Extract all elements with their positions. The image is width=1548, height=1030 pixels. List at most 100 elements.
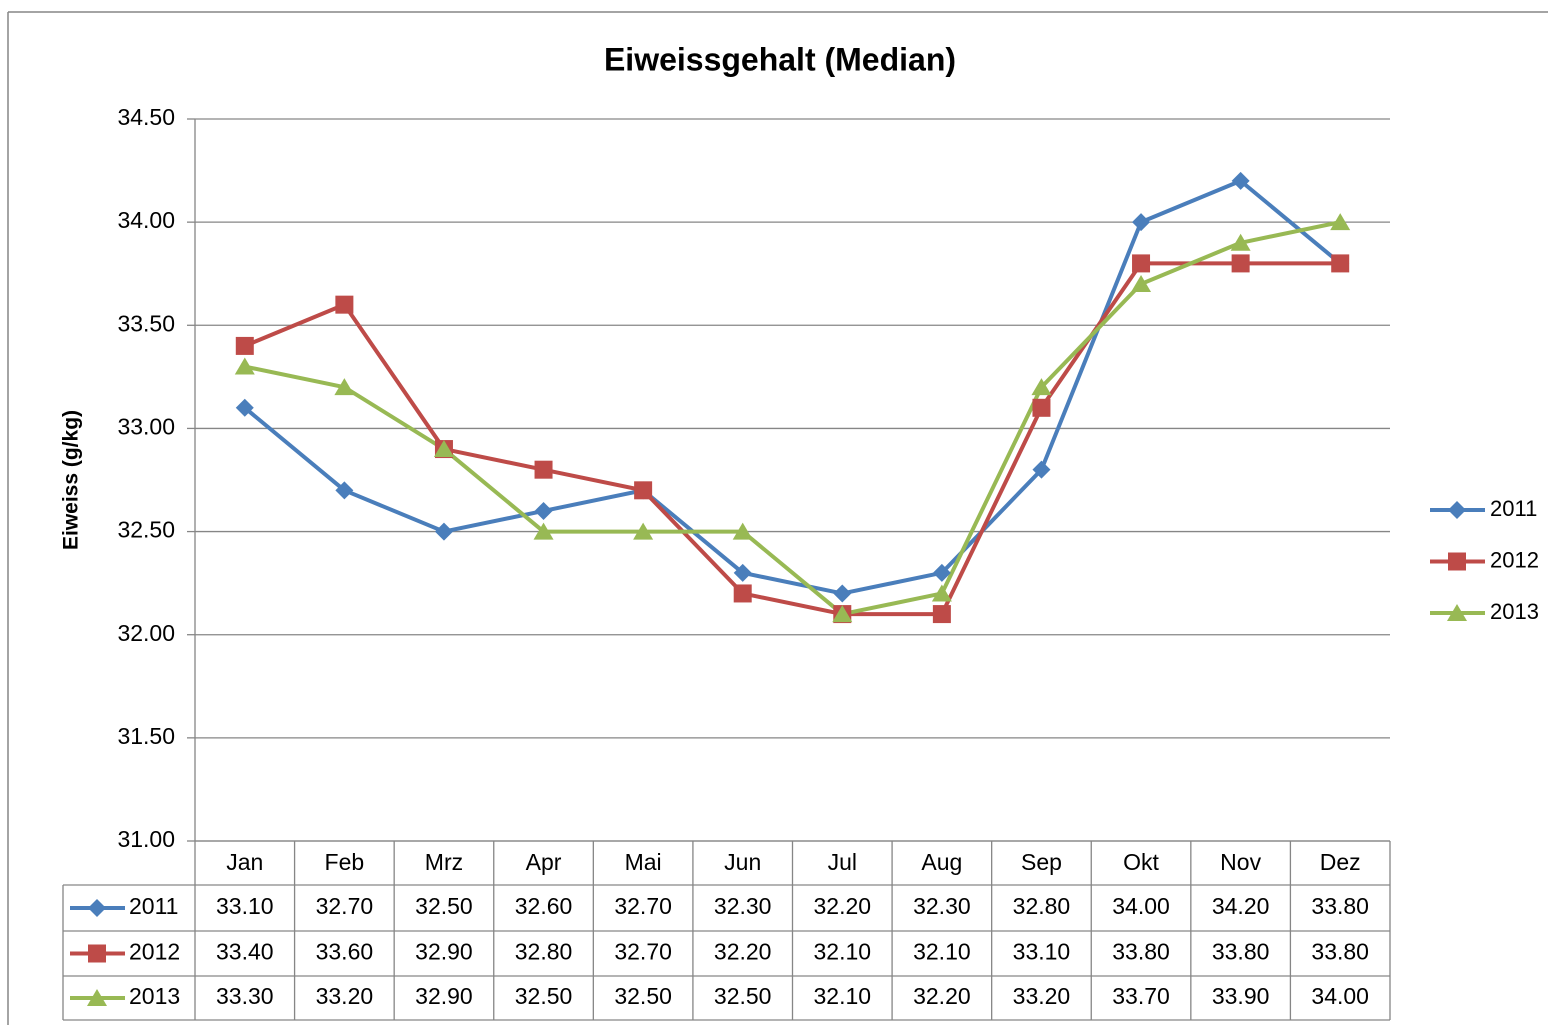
data-point [1331,254,1350,273]
x-tick-label: Jul [828,849,857,875]
data-point [533,522,554,540]
table-cell: 32.20 [913,983,971,1009]
x-tick-label: Jan [226,849,263,875]
legend-label: 2012 [1490,547,1539,572]
data-point [1131,275,1152,293]
table-cell: 33.40 [216,939,274,965]
x-tick-label: Mai [625,849,662,875]
legend-marker [1448,552,1466,571]
table-cell: 32.90 [415,983,473,1009]
data-point [1231,171,1250,190]
data-point [931,584,952,602]
x-tick-label: Aug [921,849,962,875]
data-point [1132,213,1151,232]
table-cell: 32.20 [814,893,872,919]
data-point [1230,233,1251,251]
table-cell: 33.80 [1212,939,1270,965]
table-cell: 33.90 [1212,983,1270,1009]
y-tick-label: 34.00 [117,207,175,233]
table-cell: 32.30 [714,893,772,919]
table-cell: 33.10 [216,893,274,919]
data-point [832,605,853,623]
x-tick-label: Nov [1220,849,1261,875]
table-cell: 33.80 [1112,939,1170,965]
series-line [244,220,1341,617]
x-tick-label: Mrz [425,849,463,875]
table-cell: 32.70 [316,893,374,919]
data-point [534,460,553,479]
table-key-marker [87,989,107,1006]
legend-marker [1448,501,1466,519]
table-cell: 33.80 [1311,893,1369,919]
table-cell: 33.70 [1112,983,1170,1009]
x-tick-label: Feb [325,849,365,875]
data-point [1132,254,1151,273]
table-cell: 32.10 [814,983,872,1009]
table-cell: 32.70 [614,939,672,965]
table-cell: 32.70 [614,893,672,919]
series-line [243,178,1342,596]
data-point [1330,213,1351,231]
data-point [433,440,454,458]
chart-title: Eiweissgehalt (Median) [604,41,956,77]
table-series-name: 2011 [129,893,178,919]
table-cell: 33.80 [1311,939,1369,965]
table-cell: 32.80 [1013,893,1071,919]
data-point [434,522,453,541]
table-cell: 32.50 [714,983,772,1009]
table-cell: 32.20 [714,939,772,965]
table-cell: 32.80 [515,939,573,965]
y-tick-label: 32.50 [117,517,175,543]
data-point [1031,378,1052,396]
table-series-name: 2013 [129,983,180,1009]
table-cell: 33.30 [216,983,274,1009]
data-point [833,584,852,603]
data-point [932,605,951,624]
table-cell: 33.10 [1013,939,1071,965]
table-series-name: 2012 [129,939,180,965]
table-cell: 32.90 [415,939,473,965]
y-tick-label: 31.50 [117,723,175,749]
data-point [235,398,254,417]
data-point [234,357,255,375]
data-point [634,481,653,500]
x-tick-label: Dez [1320,849,1361,875]
table-cell: 32.10 [913,939,971,965]
table-cell: 33.60 [316,939,374,965]
table-key-marker [88,944,106,963]
data-point [932,563,951,582]
table-cell: 34.00 [1112,893,1170,919]
data-point [733,563,752,582]
data-point [334,378,355,396]
legend-label: 2011 [1490,496,1537,521]
y-tick-label: 33.00 [117,414,175,440]
data-point [335,481,354,500]
legend-label: 2013 [1490,599,1539,624]
x-tick-label: Jun [724,849,761,875]
table-key-marker [88,899,106,917]
table-cell: 32.50 [515,983,573,1009]
x-tick-label: Apr [526,849,562,875]
y-tick-label: 31.00 [117,826,175,852]
table-cell: 33.20 [1013,983,1071,1009]
x-tick-label: Sep [1021,849,1062,875]
legend-marker [1447,604,1467,621]
data-point [1032,460,1051,479]
table-cell: 34.20 [1212,893,1270,919]
x-tick-label: Okt [1123,849,1159,875]
series-line [244,261,1341,617]
table-cell: 32.30 [913,893,971,919]
data-point [335,295,354,314]
y-tick-label: 32.00 [117,620,175,646]
data-point [534,501,553,520]
y-tick-label: 33.50 [117,310,175,336]
y-axis-label: Eiweiss (g/kg) [60,410,83,550]
table-cell: 32.10 [814,939,872,965]
data-point [1032,398,1051,417]
data-point [732,522,753,540]
table-cell: 33.20 [316,983,374,1009]
data-point [1231,254,1250,273]
table-cell: 32.60 [515,893,573,919]
